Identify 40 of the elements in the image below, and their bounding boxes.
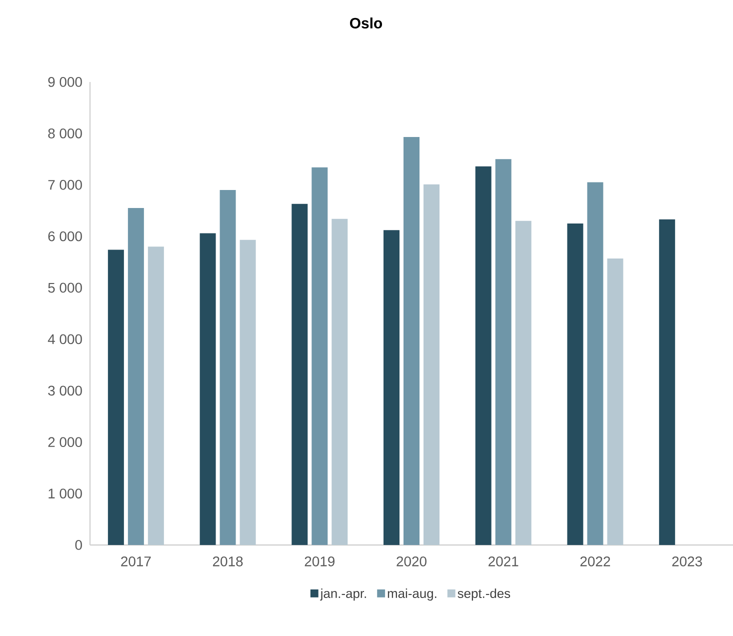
x-tick-label: 2022 <box>580 556 610 566</box>
legend-label: jan.-apr. <box>320 588 366 601</box>
y-tick-label: 9 000 <box>48 77 82 87</box>
chart-title: Oslo <box>350 18 382 28</box>
bar <box>475 166 492 545</box>
y-tick-label: 3 000 <box>48 386 82 396</box>
legend-label: sept.-des <box>458 588 510 601</box>
y-tick-label: 2 000 <box>48 437 82 448</box>
bar <box>332 218 348 545</box>
bar <box>587 182 604 545</box>
x-tick-label: 2023 <box>672 556 702 566</box>
y-tick-label: 7 000 <box>48 180 82 190</box>
bar <box>108 250 124 545</box>
y-tick-label: 6 000 <box>48 231 82 242</box>
y-tick-label: 1 000 <box>48 488 82 498</box>
y-tick-label: 5 000 <box>48 282 82 293</box>
bar <box>404 137 420 545</box>
bar <box>384 230 400 545</box>
bar <box>567 223 584 545</box>
bar <box>607 258 624 545</box>
x-tick-label: 2018 <box>212 556 243 566</box>
x-tick-label: 2019 <box>304 556 334 566</box>
bar <box>424 184 440 545</box>
y-tick-label: 0 <box>75 540 82 550</box>
legend-label: mai-aug. <box>388 588 436 601</box>
x-tick-label: 2017 <box>121 556 151 566</box>
x-tick-label: 2021 <box>488 556 518 566</box>
bar <box>220 190 236 545</box>
bar <box>292 204 308 545</box>
bar <box>148 246 164 545</box>
bar <box>312 167 328 545</box>
y-tick-label: 4 000 <box>48 334 82 344</box>
x-tick-label: 2020 <box>396 556 426 566</box>
y-tick-label: 8 000 <box>48 128 82 138</box>
bar <box>515 220 532 545</box>
bar <box>200 233 216 545</box>
bar <box>240 240 256 545</box>
bar <box>495 159 512 545</box>
bar <box>659 219 676 545</box>
bar <box>128 208 144 545</box>
